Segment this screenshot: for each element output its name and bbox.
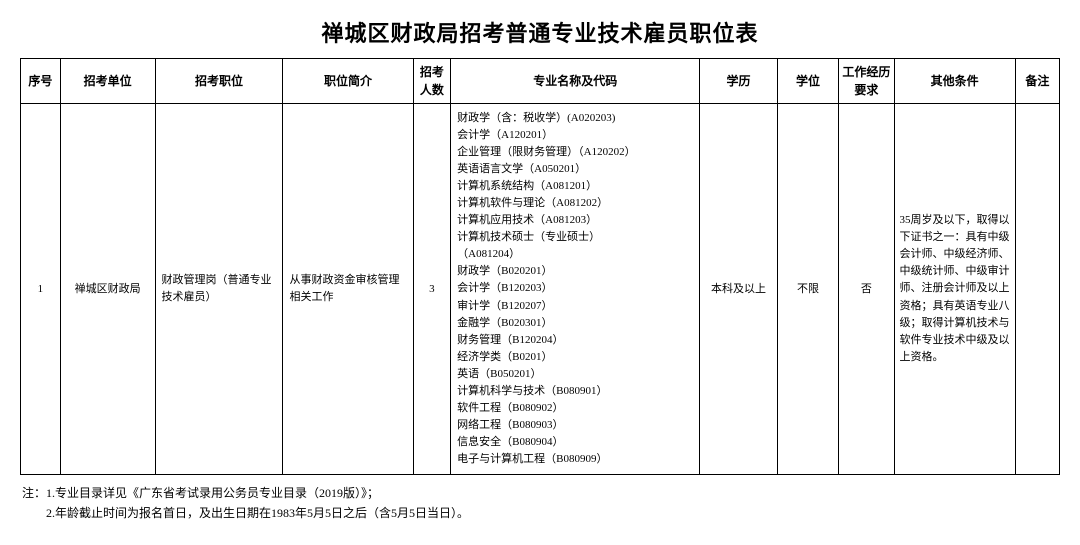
column-header: 招考单位 — [60, 59, 155, 104]
major-line: （A081204） — [457, 246, 695, 263]
cell-position: 财政管理岗（普通专业技术雇员） — [155, 104, 283, 475]
major-line: 金融学（B020301） — [457, 315, 695, 332]
major-line: 会计学（B120203） — [457, 280, 695, 297]
column-header: 备注 — [1015, 59, 1059, 104]
cell-index: 1 — [21, 104, 61, 475]
column-header: 学历 — [700, 59, 777, 104]
major-line: 计算机系统结构（A081201） — [457, 178, 695, 195]
major-line: 软件工程（B080902） — [457, 400, 695, 417]
major-line: 计算机软件与理论（A081202） — [457, 195, 695, 212]
cell-majors: 财政学（含：税收学）(A020203)会计学（A120201）企业管理（限财务管… — [451, 104, 700, 475]
major-line: 经济学类（B0201） — [457, 349, 695, 366]
major-line: 财务管理（B120204） — [457, 332, 695, 349]
major-line: 计算机科学与技术（B080901） — [457, 383, 695, 400]
cell-unit: 禅城区财政局 — [60, 104, 155, 475]
major-line: 企业管理（限财务管理）（A120202） — [457, 144, 695, 161]
major-line: 网络工程（B080903） — [457, 417, 695, 434]
cell-count: 3 — [413, 104, 451, 475]
major-line: 电子与计算机工程（B080909） — [457, 451, 695, 468]
cell-education: 本科及以上 — [700, 104, 777, 475]
table-row: 1 禅城区财政局 财政管理岗（普通专业技术雇员） 从事财政资金审核管理相关工作 … — [21, 104, 1060, 475]
major-line: 会计学（A120201） — [457, 127, 695, 144]
footnote-line: 2.年龄截止时间为报名首日，及出生日期在1983年5月5日之后（含5月5日当日）… — [22, 503, 1060, 523]
column-header: 职位简介 — [283, 59, 413, 104]
column-header: 学位 — [777, 59, 839, 104]
cell-experience: 否 — [839, 104, 894, 475]
major-line: 信息安全（B080904） — [457, 434, 695, 451]
footnote-line: 注：1.专业目录详见《广东省考试录用公务员专业目录（2019版）》； — [22, 483, 1060, 503]
column-header: 工作经历要求 — [839, 59, 894, 104]
major-line: 财政学（B020201） — [457, 263, 695, 280]
major-line: 英语语言文学（A050201） — [457, 161, 695, 178]
cell-remark — [1015, 104, 1059, 475]
major-line: 审计学（B120207） — [457, 298, 695, 315]
column-header: 序号 — [21, 59, 61, 104]
column-header: 其他条件 — [894, 59, 1015, 104]
major-line: 财政学（含：税收学）(A020203) — [457, 110, 695, 127]
column-header: 专业名称及代码 — [451, 59, 700, 104]
positions-table: 序号招考单位招考职位职位简介招考人数专业名称及代码学历学位工作经历要求其他条件备… — [20, 58, 1060, 475]
cell-other: 35周岁及以下，取得以下证书之一：具有中级会计师、中级经济师、中级统计师、中级审… — [894, 104, 1015, 475]
cell-desc: 从事财政资金审核管理相关工作 — [283, 104, 413, 475]
major-line: 计算机应用技术（A081203） — [457, 212, 695, 229]
page-title: 禅城区财政局招考普通专业技术雇员职位表 — [20, 16, 1060, 48]
column-header: 招考人数 — [413, 59, 451, 104]
footnote: 注：1.专业目录详见《广东省考试录用公务员专业目录（2019版）》； 2.年龄截… — [20, 483, 1060, 524]
column-header: 招考职位 — [155, 59, 283, 104]
major-line: 英语（B050201） — [457, 366, 695, 383]
major-line: 计算机技术硕士（专业硕士） — [457, 229, 695, 246]
cell-degree: 不限 — [777, 104, 839, 475]
table-header-row: 序号招考单位招考职位职位简介招考人数专业名称及代码学历学位工作经历要求其他条件备… — [21, 59, 1060, 104]
